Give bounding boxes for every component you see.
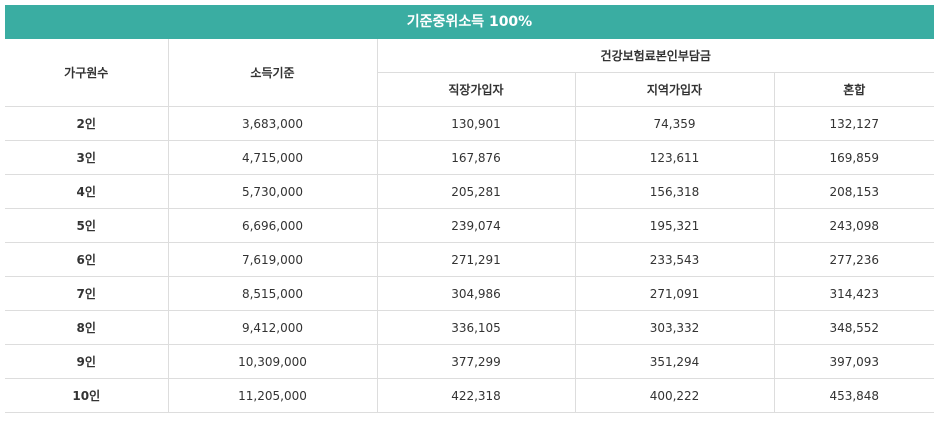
income-cell: 6,696,000: [167, 208, 377, 243]
regional-premium-cell: 271,091: [574, 276, 774, 311]
income-cell: 4,715,000: [167, 140, 377, 175]
table-row: 5인 6,696,000 239,074 195,321 243,098: [5, 208, 934, 243]
income-cell: 5,730,000: [167, 174, 377, 209]
mixed-premium-cell: 208,153: [773, 174, 934, 209]
household-size-cell: 7인: [5, 276, 168, 311]
mixed-premium-cell: 314,423: [773, 276, 934, 311]
income-cell: 9,412,000: [167, 310, 377, 345]
household-size-cell: 5인: [5, 208, 168, 243]
income-cell: 7,619,000: [167, 242, 377, 277]
table-row: 4인 5,730,000 205,281 156,318 208,153: [5, 174, 934, 209]
header-household: 가구원수: [5, 39, 168, 107]
regional-premium-cell: 123,611: [574, 140, 774, 175]
table-row: 8인 9,412,000 336,105 303,332 348,552: [5, 310, 934, 345]
table-body: 2인 3,683,000 130,901 74,359 132,127 3인 4,715,0…: [5, 106, 934, 413]
household-size-cell: 9인: [5, 344, 168, 379]
header-row-sub: 직장가입자 지역가입자 혼합: [5, 72, 934, 107]
mixed-premium-cell: 453,848: [773, 378, 934, 413]
household-size-cell: 3인: [5, 140, 168, 175]
table-row: 9인 10,309,000 377,299 351,294 397,093: [5, 344, 934, 379]
table-row: 7인 8,515,000 304,986 271,091 314,423: [5, 276, 934, 311]
income-cell: 3,683,000: [167, 106, 377, 141]
workplace-premium-cell: 271,291: [376, 242, 575, 277]
header-regional: 지역가입자: [574, 72, 774, 107]
table-row: 3인 4,715,000 167,876 123,611 169,859: [5, 140, 934, 175]
income-cell: 11,205,000: [167, 378, 377, 413]
mixed-premium-cell: 169,859: [773, 140, 934, 175]
regional-premium-cell: 351,294: [574, 344, 774, 379]
header-row-top: 가구원수 소득기준 건강보험료본인부담금: [5, 39, 934, 107]
header-workplace: 직장가입자: [376, 72, 575, 107]
workplace-premium-cell: 422,318: [376, 378, 575, 413]
header-income: 소득기준: [167, 39, 377, 107]
header-premium-group: 건강보험료본인부담금: [376, 39, 934, 73]
income-cell: 10,309,000: [167, 344, 377, 379]
regional-premium-cell: 74,359: [574, 106, 774, 141]
regional-premium-cell: 303,332: [574, 310, 774, 345]
header-mixed: 혼합: [773, 72, 934, 107]
mixed-premium-cell: 348,552: [773, 310, 934, 345]
mixed-premium-cell: 132,127: [773, 106, 934, 141]
workplace-premium-cell: 336,105: [376, 310, 575, 345]
table-row: 6인 7,619,000 271,291 233,543 277,236: [5, 242, 934, 277]
table-title: 기준중위소득 100%: [5, 5, 934, 39]
income-table: 가구원수 소득기준 건강보험료본인부담금 직장가입자 지역가입자 혼합 2인 3,…: [5, 39, 934, 413]
household-size-cell: 2인: [5, 106, 168, 141]
workplace-premium-cell: 304,986: [376, 276, 575, 311]
household-size-cell: 6인: [5, 242, 168, 277]
workplace-premium-cell: 377,299: [376, 344, 575, 379]
table-row: 2인 3,683,000 130,901 74,359 132,127: [5, 106, 934, 141]
mixed-premium-cell: 243,098: [773, 208, 934, 243]
regional-premium-cell: 195,321: [574, 208, 774, 243]
household-size-cell: 8인: [5, 310, 168, 345]
regional-premium-cell: 400,222: [574, 378, 774, 413]
income-table-container: 기준중위소득 100% 가구원수 소득기준 건강보험료본인부담금 직장가입자 지…: [5, 0, 934, 413]
mixed-premium-cell: 397,093: [773, 344, 934, 379]
workplace-premium-cell: 205,281: [376, 174, 575, 209]
regional-premium-cell: 233,543: [574, 242, 774, 277]
workplace-premium-cell: 239,074: [376, 208, 575, 243]
household-size-cell: 4인: [5, 174, 168, 209]
table-row: 10인 11,205,000 422,318 400,222 453,848: [5, 378, 934, 413]
workplace-premium-cell: 167,876: [376, 140, 575, 175]
mixed-premium-cell: 277,236: [773, 242, 934, 277]
workplace-premium-cell: 130,901: [376, 106, 575, 141]
income-cell: 8,515,000: [167, 276, 377, 311]
regional-premium-cell: 156,318: [574, 174, 774, 209]
household-size-cell: 10인: [5, 378, 168, 413]
